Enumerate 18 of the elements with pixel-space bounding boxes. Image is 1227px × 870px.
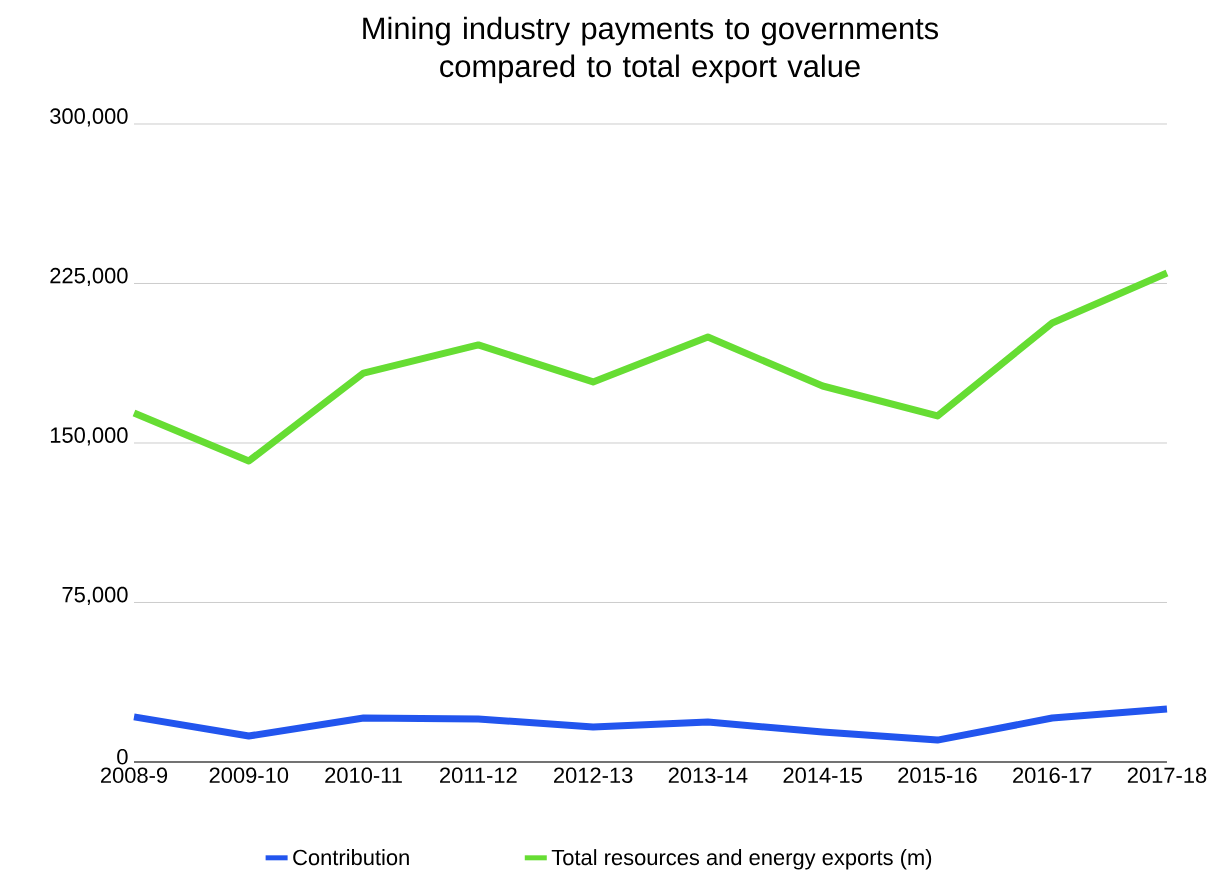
legend-label: Contribution (293, 848, 409, 865)
x-tick-label: 2017-18 (1127, 767, 1207, 783)
x-tick-label: 2010-11 (325, 767, 402, 783)
chart-title: Mining industry payments to governments compared to total export value (363, 16, 939, 84)
x-tick-label: 2014-15 (783, 767, 862, 783)
y-tick-label: 0 (117, 748, 128, 765)
y-tick-label: 75,000 (62, 586, 128, 605)
x-tick-label: 2012-13 (554, 767, 633, 783)
y-tick-label: 225,000 (50, 267, 128, 286)
y-tick-label: 150,000 (50, 427, 128, 446)
x-tick-label: 2011-12 (440, 767, 517, 783)
x-tick-label: 2009-10 (209, 767, 289, 783)
y-tick-label: 300,000 (50, 108, 128, 127)
x-tick-label: 2008-9 (100, 767, 168, 783)
x-tick-label: 2013-14 (668, 767, 748, 783)
x-tick-label: 2015-16 (898, 767, 977, 783)
x-tick-label: 2016-17 (1013, 767, 1092, 783)
legend-label: Total resources and energy exports (m) (551, 848, 932, 870)
